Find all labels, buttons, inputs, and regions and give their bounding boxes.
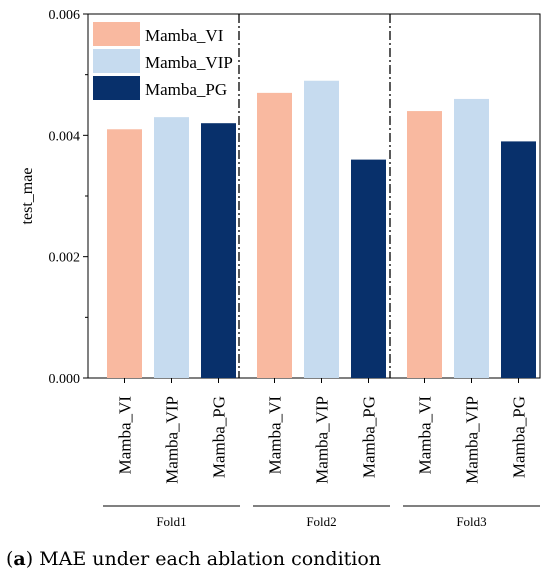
fold-separators bbox=[238, 14, 391, 378]
x-tick-label: Mamba_PG bbox=[510, 396, 529, 478]
legend-swatch bbox=[93, 22, 140, 46]
legend-swatch bbox=[93, 76, 140, 100]
x-tick-label: Mamba_PG bbox=[210, 396, 229, 478]
group-label: Fold2 bbox=[306, 514, 336, 529]
bar-fold2-mamba-pg bbox=[351, 159, 386, 378]
y-axis-label: test_mae bbox=[19, 168, 36, 225]
legend-label: Mamba_VI bbox=[145, 26, 224, 45]
y-tick-label: 0.006 bbox=[49, 8, 81, 23]
group-label: Fold1 bbox=[156, 514, 186, 529]
bar-fold1-mamba-vi bbox=[107, 129, 142, 378]
x-tick-label: Mamba_VIP bbox=[463, 396, 482, 484]
x-tick-label: Mamba_VIP bbox=[313, 396, 332, 484]
bars bbox=[107, 80, 536, 379]
x-tick-label: Mamba_VIP bbox=[163, 396, 182, 484]
y-tick-label: 0.000 bbox=[49, 372, 81, 387]
y-tick-label: 0.004 bbox=[49, 129, 81, 144]
bar-fold3-mamba-pg bbox=[501, 141, 536, 378]
bar-fold2-mamba-vip bbox=[304, 80, 339, 378]
x-axis: Mamba_VI Mamba_VIP Mamba_PG Fold1 Mamba_VI Ma… bbox=[103, 378, 540, 529]
x-tick-label: Mamba_PG bbox=[360, 396, 379, 478]
bar-fold3-mamba-vi bbox=[407, 111, 442, 379]
caption-label: a bbox=[13, 548, 26, 570]
x-tick-label: Mamba_VI bbox=[116, 396, 135, 475]
bar-fold3-mamba-vip bbox=[454, 98, 489, 378]
legend: Mamba_VI Mamba_VIP Mamba_PG bbox=[93, 22, 233, 100]
y-axis: 0.000 0.002 0.004 0.006 bbox=[49, 8, 88, 387]
legend-label: Mamba_PG bbox=[145, 80, 227, 99]
bar-fold1-mamba-vip bbox=[154, 117, 189, 378]
legend-swatch bbox=[93, 49, 140, 73]
legend-label: Mamba_VIP bbox=[145, 53, 233, 72]
caption-text: MAE under each ablation condition bbox=[39, 548, 382, 570]
x-tick-label: Mamba_VI bbox=[416, 396, 435, 475]
group-label: Fold3 bbox=[456, 514, 486, 529]
bar-fold1-mamba-pg bbox=[201, 123, 236, 378]
bar-fold2-mamba-vi bbox=[257, 92, 292, 378]
x-tick-label: Mamba_VI bbox=[266, 396, 285, 475]
y-tick-label: 0.002 bbox=[49, 251, 81, 266]
figure-caption: (a) MAE under each ablation condition bbox=[6, 548, 382, 570]
